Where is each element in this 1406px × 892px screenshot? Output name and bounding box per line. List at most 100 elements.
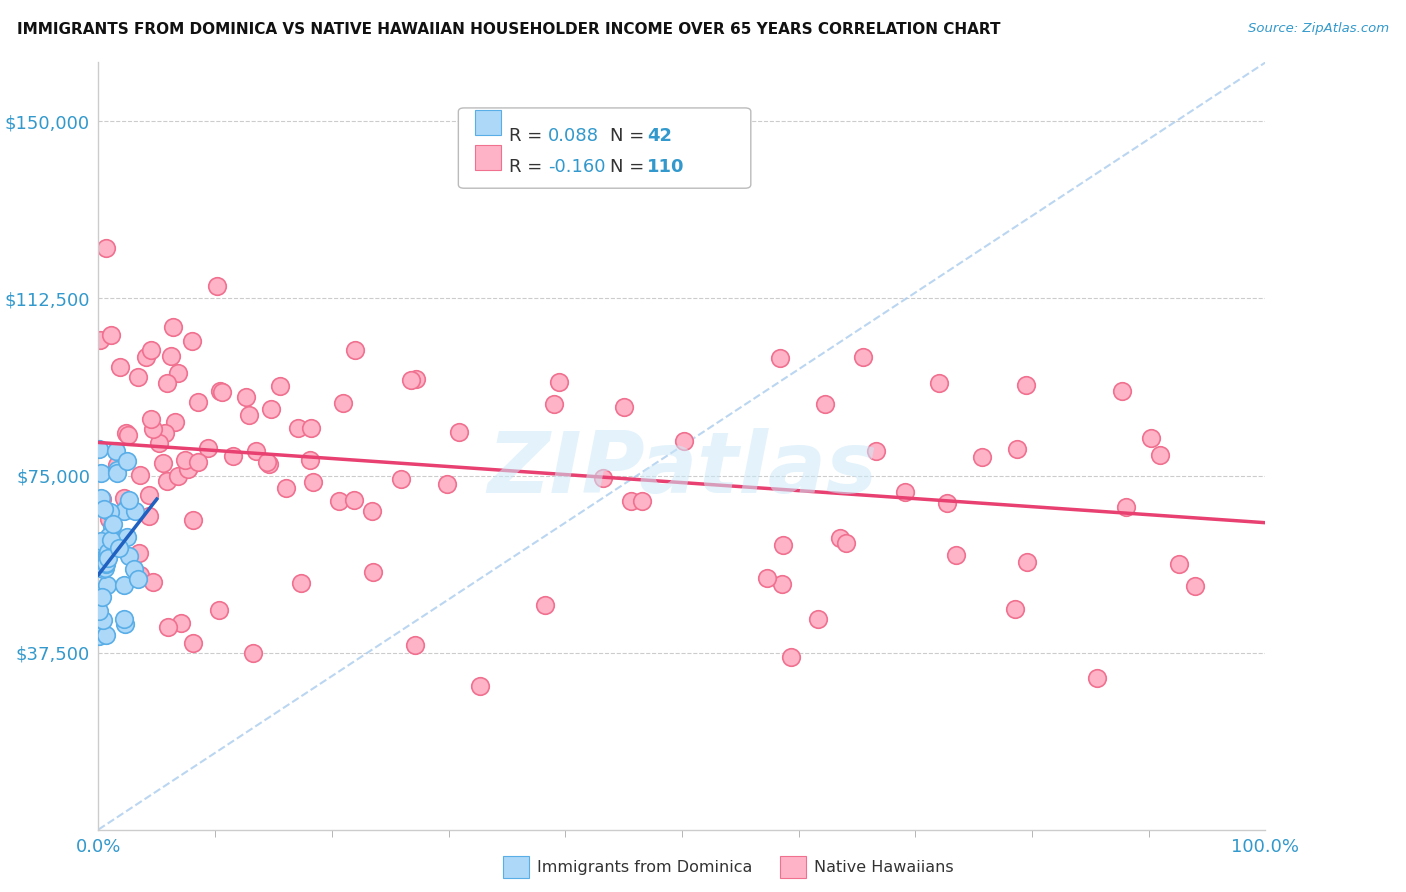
Point (91, 613, 114, 627)
Point (1149, 448, 1171, 462)
Point (779, 649, 801, 664)
Point (287, 421, 309, 435)
Point (105, 458, 128, 472)
Point (970, 450, 993, 464)
Point (260, 402, 283, 417)
Point (187, 455, 209, 469)
Point (152, 456, 174, 470)
Point (1168, 558, 1191, 572)
Text: N =: N = (610, 158, 650, 176)
Point (139, 412, 162, 426)
Point (242, 647, 264, 661)
Point (235, 390, 257, 404)
Text: R =: R = (509, 158, 548, 176)
Point (770, 576, 793, 591)
Point (547, 375, 569, 389)
Point (97, 551, 120, 566)
Point (138, 508, 160, 523)
Point (1184, 579, 1206, 593)
Point (87, 442, 110, 457)
Point (835, 535, 858, 549)
Point (238, 409, 260, 423)
Point (672, 434, 695, 449)
Point (928, 376, 950, 390)
Text: N =: N = (610, 128, 650, 145)
Point (94, 628, 117, 642)
Point (211, 384, 233, 399)
Point (187, 395, 209, 409)
Point (343, 493, 366, 508)
Point (399, 373, 422, 387)
Point (945, 548, 967, 562)
Point (153, 426, 176, 441)
Point (344, 343, 367, 357)
Point (96, 241, 118, 255)
Point (363, 565, 385, 579)
Point (772, 538, 794, 552)
Point (170, 616, 193, 631)
Text: Native Hawaiians: Native Hawaiians (814, 860, 953, 874)
Point (1139, 431, 1161, 445)
Point (90, 467, 112, 481)
Point (101, 519, 124, 533)
Point (360, 504, 382, 518)
Point (89, 334, 111, 348)
Point (592, 471, 614, 485)
Point (148, 436, 170, 450)
Point (209, 384, 232, 398)
Point (257, 458, 280, 472)
Point (274, 481, 297, 495)
Point (179, 460, 201, 475)
Point (90, 534, 112, 549)
Point (96, 577, 118, 591)
Point (173, 453, 195, 467)
Point (139, 343, 162, 358)
Point (87, 629, 110, 643)
Point (181, 636, 204, 650)
Point (162, 320, 184, 334)
Point (755, 571, 778, 585)
Point (90, 491, 112, 506)
Point (105, 463, 128, 477)
Point (138, 488, 160, 502)
Text: Immigrants from Dominica: Immigrants from Dominica (537, 860, 752, 874)
Point (87, 535, 110, 549)
Point (115, 426, 138, 441)
Point (91, 562, 114, 576)
Point (222, 450, 245, 464)
Point (97, 545, 120, 559)
Point (142, 575, 165, 590)
Point (1111, 384, 1133, 399)
Point (436, 477, 458, 491)
Point (105, 466, 128, 480)
Point (112, 491, 135, 506)
Point (114, 617, 136, 632)
Point (269, 379, 291, 393)
Point (389, 472, 412, 486)
Point (807, 611, 830, 625)
Point (1014, 378, 1036, 392)
Point (935, 495, 957, 509)
Point (1087, 671, 1109, 685)
Point (100, 533, 122, 548)
Point (893, 485, 915, 500)
Point (166, 469, 188, 483)
Point (619, 493, 641, 508)
Text: 0.088: 0.088 (548, 128, 599, 145)
Point (124, 504, 146, 518)
Point (256, 455, 278, 469)
Point (155, 475, 177, 489)
Point (129, 468, 152, 483)
Point (290, 576, 312, 591)
Point (245, 444, 267, 458)
Point (865, 444, 887, 458)
Point (112, 578, 135, 592)
Point (814, 397, 837, 411)
Point (156, 376, 179, 390)
Point (94, 556, 117, 570)
Point (118, 549, 141, 563)
Point (96, 548, 118, 562)
Point (328, 494, 350, 508)
Point (167, 367, 190, 381)
Point (405, 372, 427, 386)
